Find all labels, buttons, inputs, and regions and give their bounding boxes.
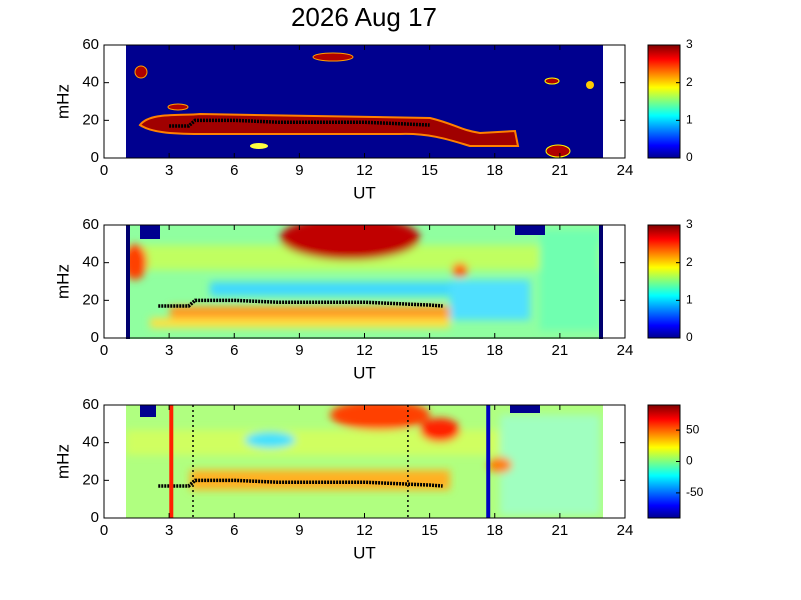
y-tick-label: 60 [82, 36, 99, 53]
y-tick-label: 0 [91, 329, 99, 346]
x-tick-label: 3 [165, 162, 173, 179]
colorbar-tick-label: 50 [686, 422, 700, 436]
y-tick-label: 40 [82, 254, 99, 271]
x-axis-label: UT [353, 543, 376, 562]
y-tick-label: 60 [82, 216, 99, 233]
colorbar-tick-label: 0 [686, 454, 693, 468]
x-tick-label: 24 [617, 522, 634, 539]
ridge-line [158, 478, 443, 488]
y-tick-label: 20 [82, 471, 99, 488]
colorbar-tick-label: 1 [686, 293, 693, 307]
x-tick-label: 24 [617, 342, 634, 359]
ridge-line [158, 298, 443, 308]
y-tick-label: 20 [82, 291, 99, 308]
y-tick-label: 40 [82, 434, 99, 451]
x-axis-label: UT [353, 363, 376, 382]
x-tick-label: 15 [421, 522, 438, 539]
y-axis-label: mHz [53, 84, 72, 119]
x-tick-label: 0 [100, 342, 108, 359]
y-tick-label: 20 [82, 111, 99, 128]
y-tick-label: 0 [91, 149, 99, 166]
colorbar-tick-label: 2 [686, 75, 693, 89]
x-tick-label: 21 [552, 342, 569, 359]
x-tick-label: 18 [486, 342, 503, 359]
x-tick-label: 3 [165, 522, 173, 539]
x-tick-label: 24 [617, 162, 634, 179]
x-tick-label: 9 [295, 162, 303, 179]
x-tick-label: 18 [486, 522, 503, 539]
colorbar [647, 44, 681, 159]
colorbar-tick-label: 3 [686, 217, 693, 231]
heat-image [126, 225, 603, 339]
colorbar-tick-label: 0 [686, 330, 693, 344]
chart-title: 2026 Aug 17 [291, 2, 437, 32]
colorbar-tick-label: 2 [686, 255, 693, 269]
x-tick-label: 15 [421, 342, 438, 359]
x-tick-label: 6 [230, 162, 238, 179]
x-tick-label: 21 [552, 162, 569, 179]
colorbar-tick-label: 1 [686, 113, 693, 127]
x-tick-label: 9 [295, 522, 303, 539]
x-tick-label: 12 [356, 162, 373, 179]
x-tick-label: 3 [165, 342, 173, 359]
x-tick-label: 9 [295, 342, 303, 359]
colorbar [647, 224, 681, 339]
ridge-line [169, 118, 430, 128]
colorbar [647, 404, 681, 519]
x-tick-label: 6 [230, 342, 238, 359]
x-tick-label: 21 [552, 522, 569, 539]
x-tick-label: 12 [356, 522, 373, 539]
x-tick-label: 18 [486, 162, 503, 179]
x-tick-label: 0 [100, 522, 108, 539]
x-tick-label: 0 [100, 162, 108, 179]
x-tick-label: 15 [421, 162, 438, 179]
y-tick-label: 40 [82, 74, 99, 91]
colorbar-tick-label: 3 [686, 37, 693, 51]
y-axis-label: mHz [53, 444, 72, 479]
x-axis-label: UT [353, 183, 376, 202]
x-tick-label: 6 [230, 522, 238, 539]
heat-image [126, 405, 603, 518]
heat-image [126, 45, 603, 158]
y-axis-label: mHz [53, 264, 72, 299]
colorbar-tick-label: 0 [686, 150, 693, 164]
y-tick-label: 0 [91, 509, 99, 526]
colorbar-tick-label: -50 [686, 485, 704, 499]
x-tick-label: 12 [356, 342, 373, 359]
y-tick-label: 60 [82, 396, 99, 413]
